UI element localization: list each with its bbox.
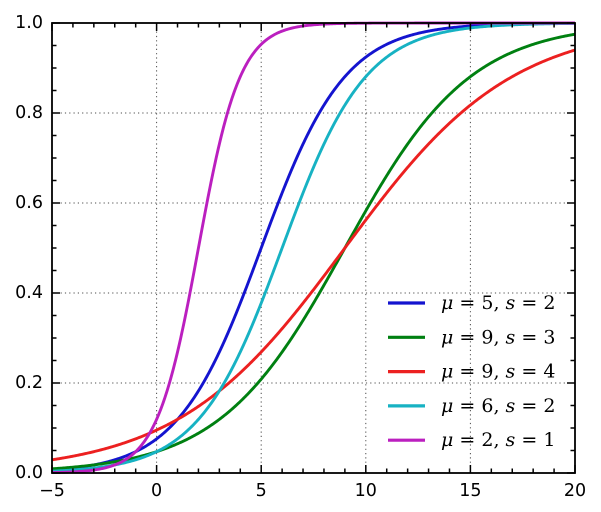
y-tick-label: 0.6	[15, 193, 43, 213]
legend-entry: μ = 9, s = 4	[388, 361, 555, 383]
y-tick-label: 0.4	[15, 283, 43, 303]
legend-label: μ = 9, s = 3	[441, 326, 555, 348]
legend-label: μ = 9, s = 4	[441, 361, 555, 383]
legend: μ = 5, s = 2 μ = 9, s = 3 μ = 9, s = 4 μ = …	[388, 292, 555, 451]
curve-mu9-s4	[51, 48, 576, 462]
y-tick-label: 1.0	[15, 13, 43, 33]
legend-label: μ = 2, s = 1	[441, 429, 555, 451]
x-tick-label: 15	[459, 481, 481, 501]
y-tick-label: 0.8	[15, 103, 43, 123]
legend-label: μ = 6, s = 2	[441, 395, 555, 417]
x-tick-label: −5	[39, 481, 65, 501]
y-tick-label: 0.2	[15, 373, 43, 393]
x-tick-label: 0	[151, 481, 162, 501]
tick-labels: −5 0 5 10 15 20 0.0 0.2 0.4 0.6 0.8 1.0	[15, 13, 586, 501]
curves	[51, 21, 576, 475]
legend-entry: μ = 2, s = 1	[388, 429, 555, 451]
curve-mu6-s2	[51, 21, 576, 473]
x-tick-label: 20	[564, 481, 586, 501]
curve-mu9-s3	[51, 32, 576, 471]
tick-marks	[51, 22, 576, 474]
legend-label: μ = 5, s = 2	[441, 292, 555, 314]
gridlines	[52, 23, 575, 473]
legend-entry: μ = 5, s = 2	[388, 292, 555, 314]
x-tick-label: 5	[256, 481, 267, 501]
legend-entry: μ = 6, s = 2	[388, 395, 555, 417]
legend-entry: μ = 9, s = 3	[388, 326, 555, 348]
y-tick-label: 0.0	[15, 463, 43, 483]
x-tick-label: 10	[355, 481, 377, 501]
